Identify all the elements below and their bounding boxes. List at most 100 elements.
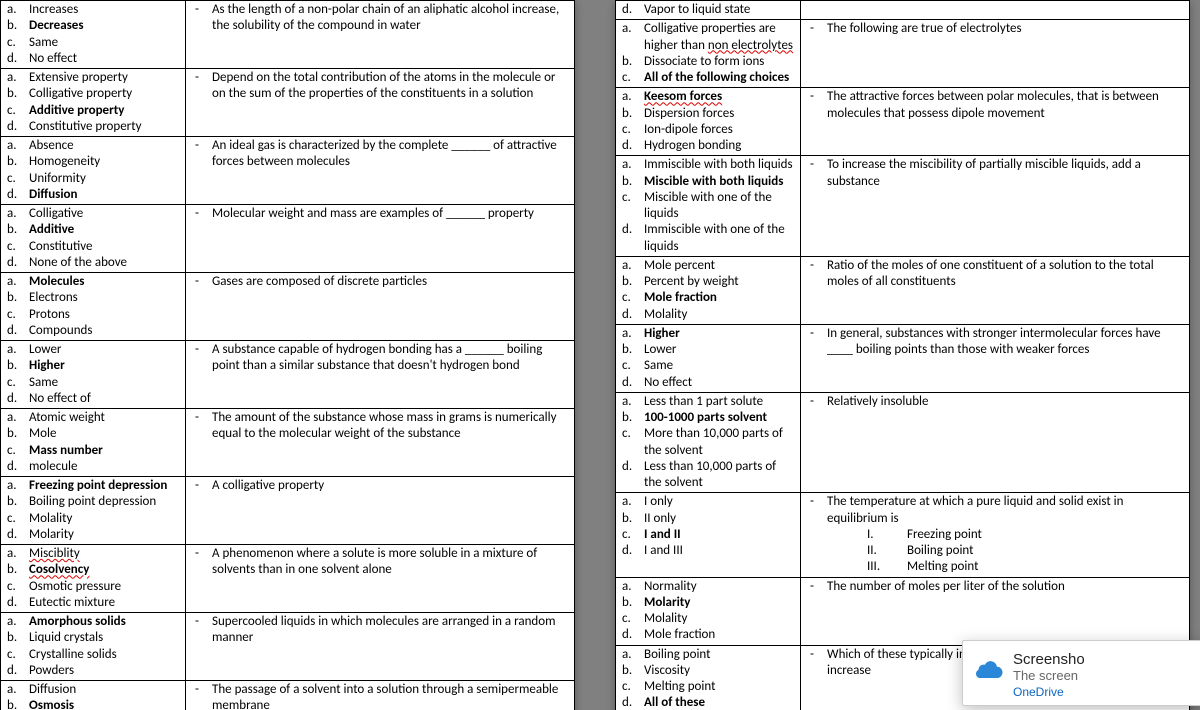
option-line: d.Eutectic mixture — [7, 595, 179, 611]
option-text: I and II — [644, 527, 794, 543]
option-text: Keesom forces — [644, 89, 794, 105]
right-page: d.Vapor to liquid statea.Colligative pro… — [615, 0, 1190, 710]
option-text: Immiscible with one of the liquids — [644, 222, 794, 255]
option-line: c.All of the following choices — [622, 70, 794, 86]
option-line: a. Extensive property — [7, 70, 179, 86]
roman-text: Boiling point — [907, 543, 974, 559]
options-cell: a.Amorphous solidsb.Liquid crystalsc.Cry… — [1, 613, 186, 681]
option-line: d.Vapor to liquid state — [622, 2, 794, 18]
cloud-icon — [973, 657, 1003, 679]
option-text: Boiling point depression — [29, 494, 179, 510]
option-text: All of the following choices — [644, 70, 794, 86]
option-letter: b. — [7, 562, 21, 578]
option-line: a.Diffusion — [7, 682, 179, 698]
option-letter: b. — [622, 106, 636, 122]
stem-text: To increase the miscibility of partially… — [827, 157, 1183, 190]
bullet-dash: - — [192, 70, 202, 103]
option-letter: d. — [622, 138, 636, 154]
option-letter: b. — [622, 54, 636, 70]
question-row: a.Moleculesb.Electronsc.Protonsd.Compoun… — [1, 273, 575, 341]
option-line: d.Hydrogen bonding — [622, 138, 794, 154]
option-letter: c. — [7, 239, 21, 255]
option-letter: a. — [7, 614, 21, 630]
option-letter: b. — [7, 154, 21, 170]
options-cell: a.Boiling pointb.Viscosityc.Melting poin… — [616, 645, 801, 710]
option-letter: d. — [7, 187, 21, 203]
option-letter: b. — [7, 494, 21, 510]
stem-text: Depend on the total contribution of the … — [212, 70, 568, 103]
option-line: c.Miscible with one of the liquids — [622, 190, 794, 223]
stem-cell — [801, 1, 1190, 20]
stem-text: In general, substances with stronger int… — [827, 326, 1183, 359]
option-line: d.No effect — [7, 51, 179, 67]
option-text: Normality — [644, 579, 794, 595]
bullet-dash: - — [192, 206, 202, 222]
stem-text: The temperature at which a pure liquid a… — [827, 494, 1183, 575]
stem-cell: -In general, substances with stronger in… — [801, 324, 1190, 392]
roman-numeral: III. — [867, 559, 891, 575]
bullet-dash: - — [192, 342, 202, 375]
option-letter: d. — [622, 695, 636, 710]
option-letter: c. — [7, 647, 21, 663]
right-table: d.Vapor to liquid statea.Colligative pro… — [615, 0, 1190, 710]
option-letter: d. — [7, 595, 21, 611]
option-line: d.None of the above — [7, 255, 179, 271]
question-row: a.Immiscible with both liquidsb.Miscible… — [616, 156, 1190, 257]
option-text: Diffusion — [29, 187, 179, 203]
option-text: Extensive property — [29, 70, 179, 86]
option-text: Molality — [644, 307, 794, 323]
option-text: Mass number — [29, 443, 179, 459]
option-line: b.Decreases — [7, 18, 179, 34]
stem-text: Relatively insoluble — [827, 394, 1183, 410]
option-line: b.Molarity — [622, 595, 794, 611]
onedrive-toast[interactable]: Screensho The screen OneDrive — [962, 640, 1200, 706]
option-line: d.Molality — [622, 307, 794, 323]
options-cell: a.Increasesb.Decreasesc.Samed.No effect — [1, 1, 186, 69]
option-line: a.Freezing point depression — [7, 478, 179, 494]
option-text: Lower — [644, 342, 794, 358]
question-row: a.I onlyb.II onlyc.I and IId.I and III-T… — [616, 493, 1190, 577]
option-line: d.Compounds — [7, 323, 179, 339]
stem-text: The attractive forces between polar mole… — [827, 89, 1183, 122]
option-line: b.Percent by weight — [622, 274, 794, 290]
bullet-dash: - — [192, 274, 202, 290]
option-letter: b. — [7, 698, 21, 710]
option-letter: c. — [622, 190, 636, 223]
option-letter: d. — [622, 2, 636, 18]
option-text: I and III — [644, 543, 794, 559]
option-letter: c. — [7, 35, 21, 51]
option-text: More than 10,000 parts of the solvent — [644, 426, 794, 459]
option-letter: d. — [622, 627, 636, 643]
option-text: Additive property — [29, 103, 179, 119]
option-text: Boiling point — [644, 647, 794, 663]
stem-text: A phenomenon where a solute is more solu… — [212, 546, 568, 579]
toast-title: Screensho — [1013, 651, 1085, 668]
option-letter: a. — [622, 579, 636, 595]
roman-numeral: II. — [867, 543, 891, 559]
question-row: a.Higherb.Lowerc.Samed.No effect-In gene… — [616, 324, 1190, 392]
option-line: a.Immiscible with both liquids — [622, 157, 794, 173]
option-line: b.Liquid crystals — [7, 630, 179, 646]
option-text: No effect of — [29, 391, 179, 407]
option-line: c.Mole fraction — [622, 290, 794, 306]
options-cell: a.Keesom forcesb.Dispersion forcesc.Ion-… — [616, 88, 801, 156]
option-letter: b. — [7, 290, 21, 306]
option-line: c.Same — [7, 35, 179, 51]
option-letter: d. — [7, 323, 21, 339]
question-row: a.Misciblityb.Cosolvencyc.Osmotic pressu… — [1, 545, 575, 613]
option-line: b.Homogeneity — [7, 154, 179, 170]
option-text: Osmosis — [29, 698, 179, 710]
option-line: a.Lower — [7, 342, 179, 358]
stem-text: Ratio of the moles of one constituent of… — [827, 258, 1183, 291]
options-cell: a.Colligativeb.Additivec.Constitutived.N… — [1, 205, 186, 273]
option-letter: d. — [7, 391, 21, 407]
question-row: a.Extensive propertyb.Colligative proper… — [1, 69, 575, 137]
option-line: a.Colligative — [7, 206, 179, 222]
options-cell: a.Atomic weightb.Molec.Mass numberd.mole… — [1, 409, 186, 477]
option-letter: a. — [7, 70, 21, 86]
bullet-dash: - — [192, 478, 202, 494]
question-row: d.Vapor to liquid state — [616, 1, 1190, 20]
option-text: Diffusion — [29, 682, 179, 698]
option-letter: b. — [7, 18, 21, 34]
option-line: a.Higher — [622, 326, 794, 342]
